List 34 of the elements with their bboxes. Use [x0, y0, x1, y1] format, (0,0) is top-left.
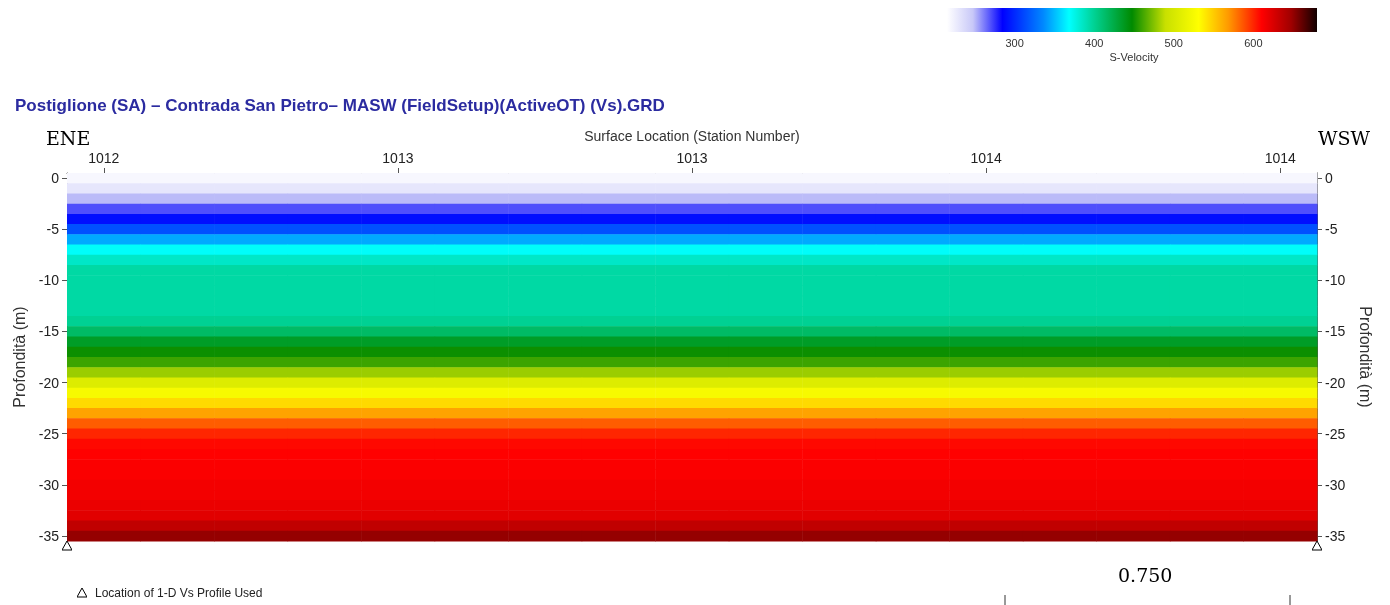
x-tick-label: 1014 — [1264, 150, 1297, 166]
color-bar-label: 500 — [1164, 36, 1183, 49]
text: 0.750 — [1118, 563, 1173, 586]
y2-tick-label: 0 — [51, 170, 60, 187]
color-bar-label: 600 — [1244, 36, 1263, 49]
text: Location of 1-D Vs Profile Used — [95, 586, 263, 600]
y-tick-label: -5 — [1325, 221, 1338, 238]
y-tick-label: -20 — [1325, 374, 1346, 391]
x-tick-label: 1012 — [88, 150, 120, 166]
color-bar-title: S-Velocity — [1109, 50, 1159, 63]
y-tick-label: -15 — [1325, 323, 1346, 340]
y-tick-label: 0 — [1325, 170, 1333, 187]
y-tick-label: -30 — [1325, 476, 1346, 493]
x-tick-label: 1013 — [676, 150, 708, 166]
y-tick-label: -25 — [1325, 425, 1346, 442]
text: ENE — [46, 126, 91, 149]
x-tick-label: 1013 — [382, 150, 414, 166]
y-axis-title: Profondità (m) — [10, 306, 28, 408]
y2-tick-label: -30 — [38, 476, 60, 493]
x-tick-label: 1014 — [970, 150, 1002, 166]
y2-tick-label: -35 — [38, 527, 60, 544]
y2-tick-label: -15 — [38, 323, 60, 340]
y2-tick-label: -5 — [46, 221, 60, 238]
chart-title: Postiglione (SA) – Contrada San Pietro– MASW (FieldSetup)(ActiveOT) (Vs).GRD — [15, 96, 665, 115]
y2-tick-label: -20 — [38, 374, 60, 391]
text: WSW — [1318, 126, 1371, 149]
y-tick-label: -10 — [1325, 272, 1346, 289]
color-bar-label: 400 — [1085, 36, 1104, 49]
color-bar-label: 300 — [1005, 36, 1024, 49]
x-axis-title: Surface Location (Station Number) — [584, 128, 800, 144]
y2-axis-title: Profondità (m) — [1356, 306, 1374, 408]
y-tick-label: -35 — [1325, 527, 1346, 544]
y2-tick-label: -10 — [38, 272, 60, 289]
y2-tick-label: -25 — [38, 425, 60, 442]
